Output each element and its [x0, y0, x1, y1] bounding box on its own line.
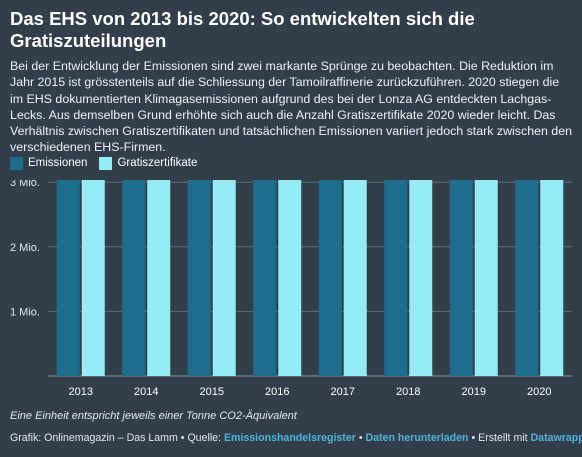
- bar-gratiszertifikate-2013: [81, 180, 105, 377]
- footer-separator: •: [358, 432, 363, 444]
- bar-emissionen-2020: [515, 180, 539, 376]
- bar-gratiszertifikate-2015: [212, 180, 236, 376]
- bar-emissionen-2019: [449, 180, 473, 377]
- x-tick-label: 2018: [396, 386, 420, 398]
- footer-source-label: Quelle:: [187, 432, 222, 444]
- footer: Grafik: Onlinemagazin – Das Lamm • Quell…: [10, 432, 582, 444]
- legend-swatch-gratiszertifikate: [99, 156, 113, 170]
- y-tick-label: 3 Mio.: [10, 180, 40, 189]
- x-tick-label: 2020: [527, 386, 551, 398]
- bar-emissionen-2016: [253, 180, 277, 376]
- x-tick-label: 2019: [462, 386, 486, 398]
- legend-item-emissionen: Emissionen: [10, 156, 88, 170]
- legend-label-gratiszertifikate: Gratiszertifikate: [117, 157, 198, 169]
- bar-emissionen-2013: [56, 180, 80, 376]
- datawrapper-link[interactable]: Datawrapper: [530, 432, 582, 444]
- legend-item-gratiszertifikate: Gratiszertifikate: [99, 156, 198, 170]
- x-tick-label: 2013: [69, 386, 93, 398]
- y-tick-label: 1 Mio.: [10, 306, 40, 318]
- bar-gratiszertifikate-2017: [343, 180, 367, 376]
- legend-label-emissionen: Emissionen: [28, 157, 88, 169]
- bar-gratiszertifikate-2016: [278, 180, 302, 376]
- source-link[interactable]: Emissionshandelsregister: [223, 432, 356, 444]
- bar-emissionen-2018: [384, 180, 408, 376]
- legend-swatch-emissionen: [10, 156, 23, 170]
- footer-credit: Grafik: Onlinemagazin – Das Lamm: [10, 432, 178, 444]
- x-tick-label: 2014: [134, 386, 158, 398]
- bar-emissionen-2014: [122, 180, 146, 376]
- bar-gratiszertifikate-2014: [147, 180, 171, 377]
- chart-description: Bei der Entwicklung der Emissionen sind …: [10, 59, 572, 155]
- chart-title: Das EHS von 2013 bis 2020: So entwickelt…: [10, 8, 475, 51]
- bar-emissionen-2015: [187, 180, 211, 376]
- y-tick-label: 2 Mio.: [10, 242, 40, 254]
- x-tick-label: 2017: [331, 386, 355, 398]
- footer-separator: •: [471, 432, 476, 444]
- bar-gratiszertifikate-2019: [474, 180, 498, 376]
- bar-chart: 1 Mio.2 Mio.3 Mio.4 Mio.5 Mio.2013201420…: [10, 180, 572, 398]
- bar-emissionen-2017: [318, 180, 342, 376]
- x-tick-label: 2015: [200, 386, 224, 398]
- footer-created-with: Erstellt mit: [478, 432, 528, 444]
- bar-gratiszertifikate-2018: [409, 180, 433, 376]
- legend: Emissionen Gratiszertifikate: [10, 155, 209, 171]
- footer-separator: •: [180, 432, 185, 444]
- unit-note: Eine Einheit entspricht jeweils einer To…: [10, 410, 297, 422]
- download-data-link[interactable]: Daten herunterladen: [365, 432, 469, 444]
- bar-gratiszertifikate-2020: [540, 180, 564, 376]
- x-tick-label: 2016: [265, 386, 289, 398]
